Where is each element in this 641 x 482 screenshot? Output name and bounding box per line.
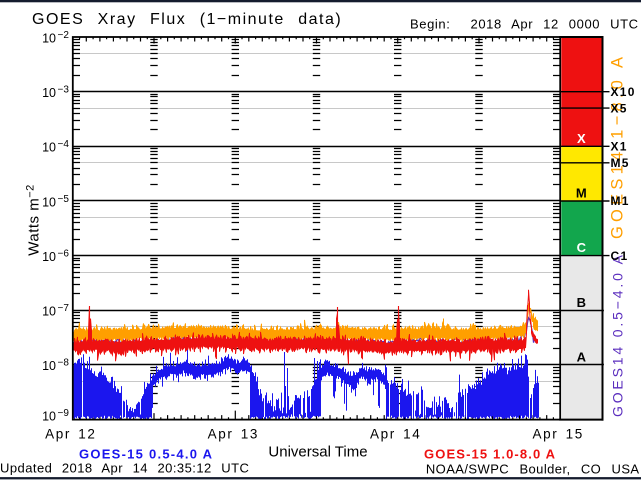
svg-text:GOES14 0.5−4.0 A: GOES14 0.5−4.0 A	[610, 254, 626, 417]
svg-text:Apr 13: Apr 13	[208, 427, 259, 442]
svg-text:GOES-15 0.5-4.0 A: GOES-15 0.5-4.0 A	[79, 447, 213, 462]
svg-text:Watts m−2: Watts m−2	[25, 184, 43, 256]
svg-text:Apr 14: Apr 14	[370, 427, 421, 442]
svg-text:−4: −4	[58, 139, 70, 150]
svg-text:Universal Time: Universal Time	[268, 443, 367, 460]
svg-text:GOES Xray Flux (1−minute data): GOES Xray Flux (1−minute data)	[32, 11, 342, 28]
svg-text:M1: M1	[611, 194, 630, 208]
svg-text:10: 10	[42, 86, 56, 100]
svg-text:−2: −2	[58, 30, 70, 41]
svg-text:−6: −6	[58, 248, 70, 259]
svg-text:10: 10	[42, 410, 56, 424]
svg-text:NOAA/SWPC Boulder, CO USA: NOAA/SWPC Boulder, CO USA	[426, 462, 640, 477]
svg-text:X10: X10	[611, 85, 636, 99]
svg-text:Apr 12: Apr 12	[45, 427, 96, 442]
svg-text:10: 10	[42, 195, 56, 209]
svg-text:−8: −8	[58, 358, 70, 369]
svg-text:C: C	[577, 240, 587, 255]
svg-text:C1: C1	[611, 249, 629, 263]
svg-text:−7: −7	[58, 303, 70, 314]
svg-text:X1: X1	[611, 140, 628, 154]
svg-text:Apr 15: Apr 15	[533, 427, 584, 442]
svg-text:−5: −5	[58, 194, 70, 205]
svg-text:X5: X5	[611, 101, 628, 115]
svg-text:Begin: 2018 Apr 12 0000 UTC: Begin: 2018 Apr 12 0000 UTC	[410, 17, 639, 32]
svg-text:M: M	[576, 186, 587, 201]
svg-text:GOES-15 1.0-8.0 A: GOES-15 1.0-8.0 A	[424, 447, 556, 462]
svg-text:X: X	[577, 131, 586, 146]
svg-text:10: 10	[42, 250, 56, 264]
svg-text:−3: −3	[58, 85, 70, 96]
svg-text:−9: −9	[58, 408, 70, 419]
svg-text:10: 10	[42, 359, 56, 373]
svg-text:10: 10	[42, 305, 56, 319]
svg-text:10: 10	[42, 31, 56, 45]
svg-text:M5: M5	[611, 156, 630, 170]
svg-text:A: A	[577, 349, 587, 364]
svg-text:Updated 2018 Apr 14 20:35:12 U: Updated 2018 Apr 14 20:35:12 UTC	[0, 461, 249, 476]
svg-text:B: B	[577, 295, 586, 310]
svg-text:10: 10	[42, 141, 56, 155]
